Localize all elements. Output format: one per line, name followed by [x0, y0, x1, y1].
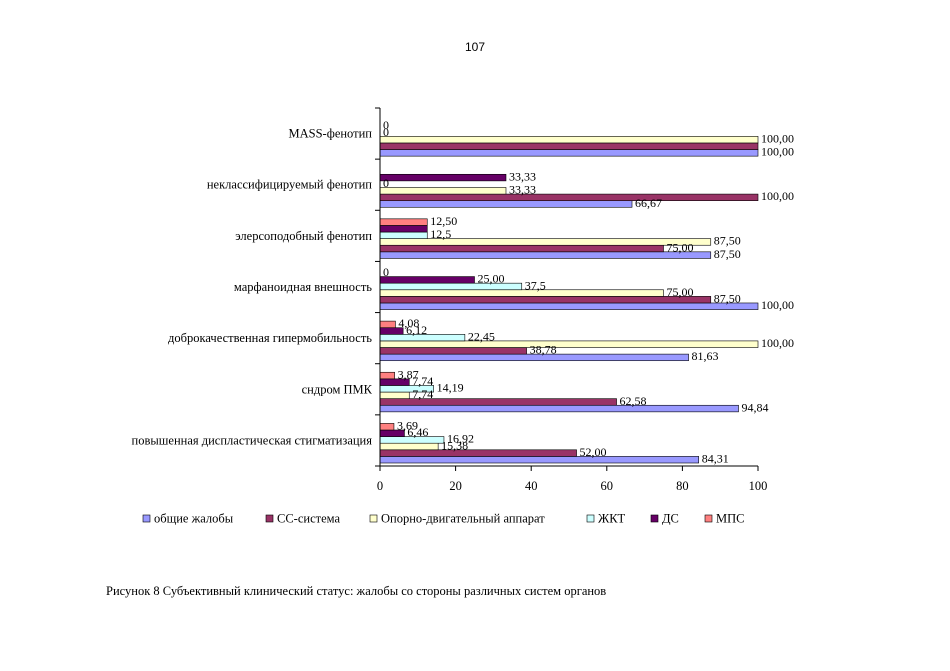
data-label: 37,5: [525, 278, 546, 292]
data-label: 0: [383, 118, 389, 132]
legend-label: Опорно-двигательный аппарат: [381, 512, 545, 526]
data-label: 25,00: [478, 272, 505, 286]
data-label: 7,74: [412, 374, 433, 388]
data-label: 7,74: [412, 387, 433, 401]
data-label: 84,31: [702, 452, 729, 466]
bar: [379, 449, 577, 457]
bar: [379, 296, 712, 304]
data-label: 66,67: [635, 196, 662, 210]
data-label: 14,19: [437, 381, 464, 395]
category-label: MASS-фенотип: [289, 127, 373, 141]
bar: [379, 404, 739, 413]
bar: [379, 371, 395, 380]
legend-label: ЖКТ: [598, 512, 626, 526]
chart-category-labels: MASS-фенотип неклассифицируемый фенотип эл…: [132, 127, 373, 448]
category-label: повышенная диспластическая стигматизация: [132, 433, 373, 447]
bar: [379, 225, 428, 233]
chart-legend: общие жалобы СС-система Опорно-двигательны…: [142, 512, 744, 526]
data-label: 94,84: [741, 400, 768, 414]
page-number: 107: [464, 40, 486, 54]
data-label: 0: [383, 176, 389, 190]
data-label: 6,46: [407, 425, 428, 439]
bar: [379, 456, 699, 464]
data-label: 87,50: [714, 247, 741, 261]
data-label: 100,00: [761, 189, 794, 203]
bar: [379, 302, 759, 310]
data-label: 100,00: [761, 336, 794, 350]
bar: [379, 136, 759, 144]
x-tick-label: 80: [676, 479, 689, 493]
legend-label: СС-система: [277, 512, 340, 526]
data-label: 22,45: [468, 329, 495, 343]
bar: [379, 340, 759, 348]
legend-swatch: [650, 514, 659, 523]
data-label: 3,69: [397, 419, 418, 433]
bar: [379, 149, 759, 157]
bar: [379, 244, 664, 253]
bar: [379, 187, 507, 195]
legend-label: ДС: [662, 512, 679, 526]
legend-swatch: [704, 514, 713, 523]
data-label: 81,63: [692, 349, 719, 363]
data-label: 12,50: [430, 214, 457, 228]
chart-bars: [379, 136, 759, 464]
figure-caption: Рисунок 8 Субъективный клинический стату…: [106, 584, 607, 598]
bar: [379, 289, 664, 297]
data-label: 15,38: [441, 438, 468, 452]
category-label: элерсоподобный фенотип: [235, 229, 372, 243]
legend-swatch: [586, 514, 595, 523]
legend-swatch: [369, 514, 378, 523]
bar: [379, 218, 428, 226]
category-label: марфаноидная внешность: [234, 280, 372, 294]
data-label: 0: [383, 125, 389, 139]
bar: [379, 200, 633, 208]
bar: [379, 320, 396, 329]
bar: [379, 423, 395, 431]
legend-swatch: [142, 514, 151, 523]
data-label: 12,5: [430, 227, 451, 241]
data-label: 6,12: [406, 323, 427, 337]
bar: [379, 276, 475, 284]
data-label: 87,50: [714, 291, 741, 305]
x-tick-label: 100: [749, 479, 768, 493]
data-label: 33,33: [509, 183, 536, 197]
bar: [379, 251, 712, 259]
category-label: доброкачественная гипермобильность: [168, 331, 372, 345]
legend-label: общие жалобы: [154, 512, 234, 526]
x-tick-label: 20: [449, 479, 462, 493]
legend-label: МПС: [716, 512, 744, 526]
data-label: 4,08: [398, 316, 419, 330]
category-label: сндром ПМК: [302, 382, 373, 396]
x-tick-label: 0: [377, 479, 383, 493]
data-label: 3,87: [398, 367, 419, 381]
data-label: 62,58: [620, 394, 647, 408]
chart-axes: [375, 107, 759, 471]
data-label: 75,00: [667, 285, 694, 299]
data-label: 75,00: [667, 240, 694, 254]
bar: [379, 391, 410, 399]
bar: [379, 231, 428, 239]
data-label: 100,00: [761, 145, 794, 159]
data-label: 100,00: [761, 298, 794, 312]
data-label: 100,00: [761, 131, 794, 145]
x-tick-label: 40: [525, 479, 538, 493]
bar: [379, 347, 527, 355]
data-label: 33,33: [509, 169, 536, 183]
data-label: 0: [383, 265, 389, 279]
data-label: 38,78: [530, 343, 557, 357]
data-label: 52,00: [580, 445, 607, 459]
data-label: 87,50: [714, 234, 741, 248]
bar: [379, 173, 507, 182]
bar: [379, 193, 759, 201]
bar: [379, 442, 439, 451]
bar: [379, 142, 759, 150]
category-label: неклассифицируемый фенотип: [207, 178, 372, 192]
legend-swatch: [265, 514, 274, 523]
x-tick-label: 60: [601, 479, 614, 493]
data-label: 16,92: [447, 432, 474, 446]
chart-x-tick-labels: 0 20 40 60 80 100: [377, 479, 768, 493]
